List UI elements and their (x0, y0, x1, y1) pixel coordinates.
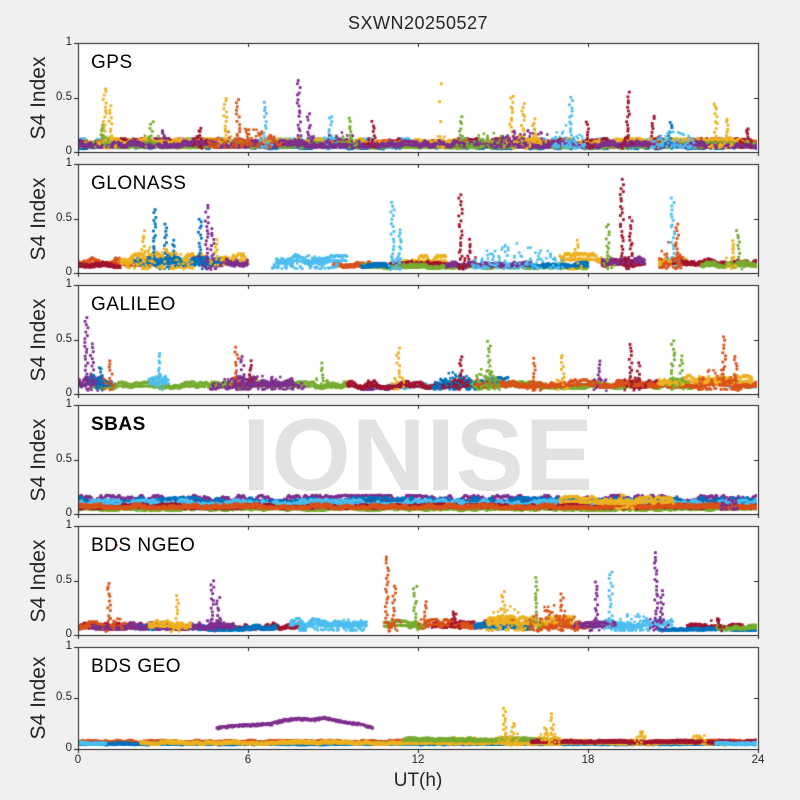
scatter-canvas (0, 0, 800, 800)
